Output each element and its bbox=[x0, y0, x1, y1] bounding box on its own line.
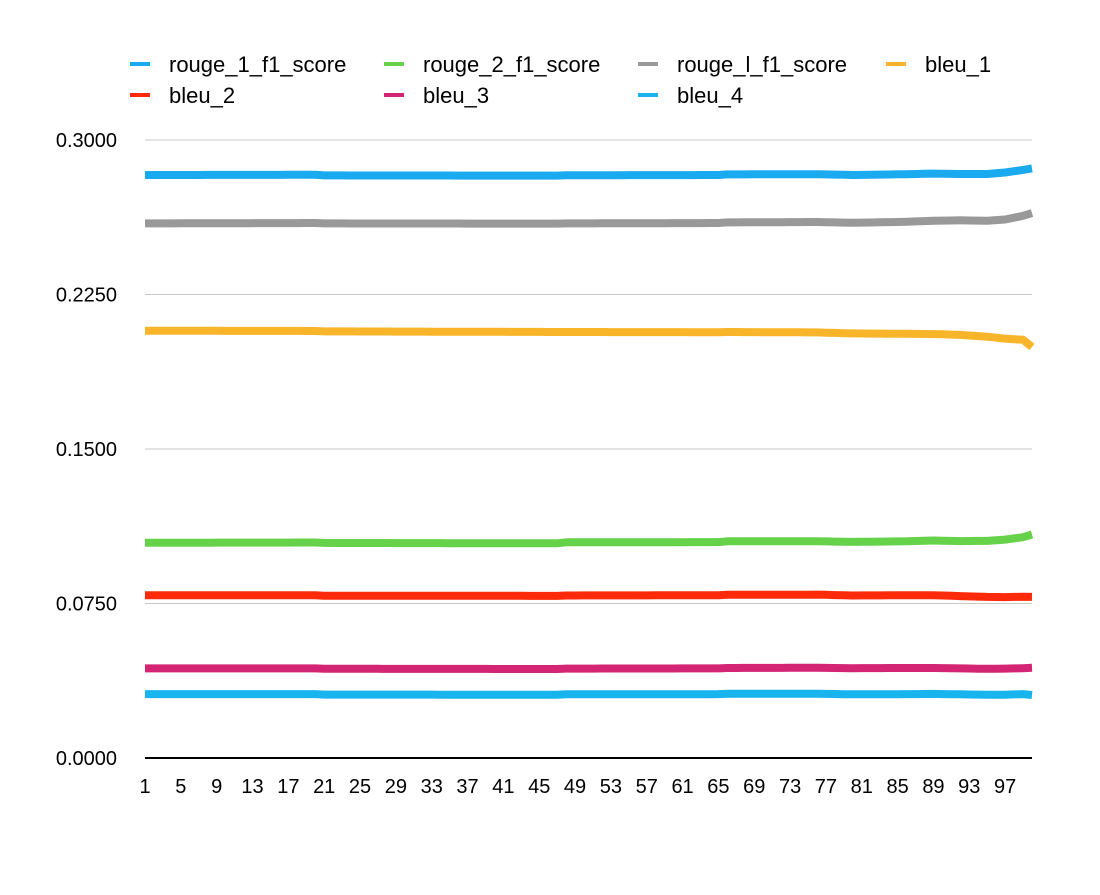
legend-item: rouge_1_f1_score bbox=[130, 52, 346, 77]
x-tick-label: 1 bbox=[139, 776, 150, 798]
x-tick-label: 81 bbox=[851, 776, 873, 798]
legend-item: rouge_l_f1_score bbox=[638, 52, 847, 77]
legend-label: bleu_2 bbox=[169, 83, 235, 108]
x-tick-label: 37 bbox=[456, 776, 478, 798]
x-tick-label: 89 bbox=[922, 776, 944, 798]
x-tick-label: 57 bbox=[636, 776, 658, 798]
series-lines bbox=[145, 164, 1035, 699]
x-tick-label: 61 bbox=[671, 776, 693, 798]
y-axis-tick-labels: 0.0000 0.0750 0.1500 0.2250 0.3000 bbox=[56, 130, 117, 770]
legend: rouge_1_f1_score rouge_2_f1_score rouge_l_… bbox=[130, 52, 991, 108]
legend-label: rouge_l_f1_score bbox=[677, 52, 847, 77]
x-tick-label: 97 bbox=[994, 776, 1016, 798]
x-tick-label: 13 bbox=[241, 776, 263, 798]
x-tick-label: 17 bbox=[277, 776, 299, 798]
series-line-rouge-l-f1-score bbox=[145, 209, 1034, 228]
legend-item: bleu_3 bbox=[384, 83, 489, 108]
series-line-bleu-3 bbox=[145, 663, 1033, 673]
x-tick-label: 49 bbox=[564, 776, 586, 798]
series-line-rouge-1-f1-score bbox=[145, 164, 1033, 180]
legend-label: rouge_2_f1_score bbox=[423, 52, 600, 77]
x-axis-tick-labels: 1 5 9 13 17 21 25 29 33 37 41 45 49 53 57 61 65 69 73 77 81 8… bbox=[139, 776, 1016, 798]
x-tick-label: 21 bbox=[313, 776, 335, 798]
x-tick-label: 41 bbox=[492, 776, 514, 798]
legend-item: bleu_4 bbox=[638, 83, 743, 108]
series-line-bleu-4 bbox=[145, 689, 1033, 699]
y-tick-label: 0.3000 bbox=[56, 130, 117, 152]
x-tick-label: 93 bbox=[958, 776, 980, 798]
x-tick-label: 77 bbox=[815, 776, 837, 798]
x-tick-label: 85 bbox=[886, 776, 908, 798]
legend-label: rouge_1_f1_score bbox=[169, 52, 346, 77]
x-tick-label: 29 bbox=[385, 776, 407, 798]
legend-item: bleu_2 bbox=[130, 83, 235, 108]
series-line-bleu-1 bbox=[145, 326, 1035, 351]
series-line-bleu-2 bbox=[145, 590, 1033, 602]
y-tick-label: 0.0750 bbox=[56, 594, 117, 616]
series-line-rouge-2-f1-score bbox=[145, 530, 1034, 548]
x-tick-label: 5 bbox=[175, 776, 186, 798]
x-tick-label: 53 bbox=[600, 776, 622, 798]
y-tick-label: 0.2250 bbox=[56, 285, 117, 307]
x-tick-label: 45 bbox=[528, 776, 550, 798]
x-tick-label: 9 bbox=[211, 776, 222, 798]
legend-label: bleu_4 bbox=[677, 83, 743, 108]
x-tick-label: 73 bbox=[779, 776, 801, 798]
y-tick-label: 0.1500 bbox=[56, 439, 117, 461]
x-tick-label: 33 bbox=[421, 776, 443, 798]
x-tick-label: 65 bbox=[707, 776, 729, 798]
legend-item: bleu_1 bbox=[886, 52, 991, 77]
x-tick-label: 25 bbox=[349, 776, 371, 798]
legend-label: bleu_3 bbox=[423, 83, 489, 108]
x-tick-label: 69 bbox=[743, 776, 765, 798]
gridlines bbox=[145, 139, 1032, 604]
legend-item: rouge_2_f1_score bbox=[384, 52, 600, 77]
legend-label: bleu_1 bbox=[925, 52, 991, 77]
y-tick-label: 0.0000 bbox=[56, 748, 117, 770]
